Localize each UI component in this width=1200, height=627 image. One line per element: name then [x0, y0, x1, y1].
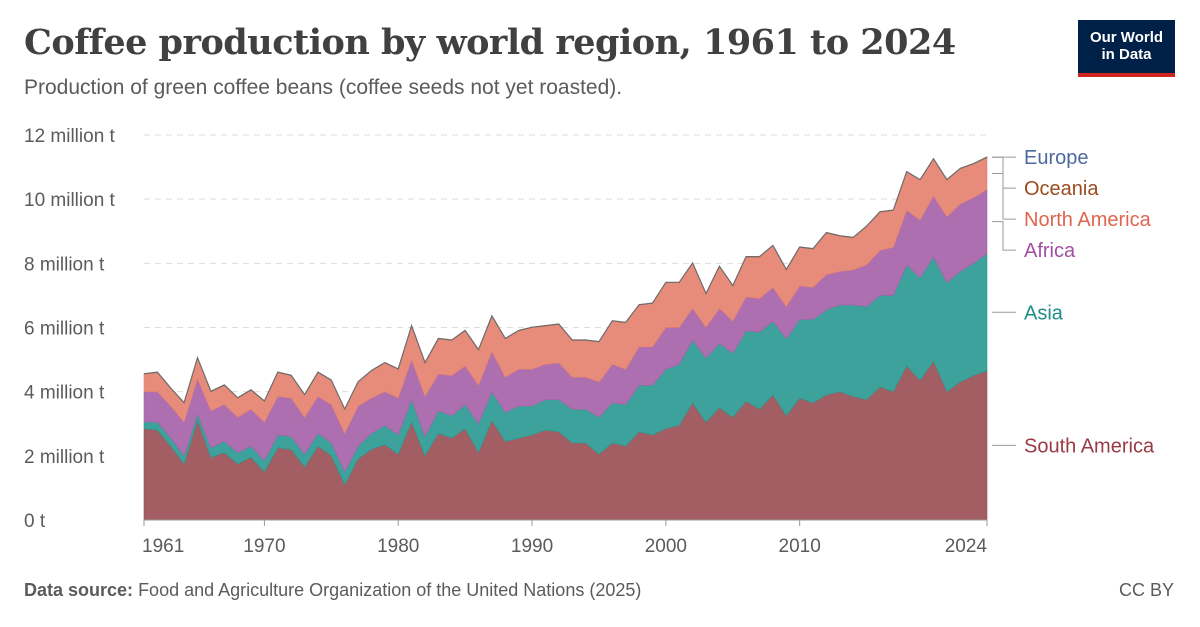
- x-tick-label: 1961: [142, 536, 184, 557]
- legend: Europe Oceania North America Africa Asia Sout…: [992, 147, 1155, 457]
- axes: 0 t 2 million t 4 million t 6 million t 8 mi…: [24, 126, 988, 557]
- logo-line-1: Our World: [1089, 29, 1164, 46]
- legend-label-europe[interactable]: Europe: [1024, 147, 1089, 169]
- total-outline: [143, 156, 988, 411]
- y-tick-label: 10 million t: [24, 190, 116, 211]
- legend-label-south-america[interactable]: South America: [1024, 435, 1155, 457]
- y-tick-label: 8 million t: [24, 254, 105, 275]
- legend-label-asia[interactable]: Asia: [1024, 302, 1064, 324]
- y-tick-label: 4 million t: [24, 383, 105, 404]
- x-tick-label: 2000: [645, 536, 687, 557]
- y-tick-label: 12 million t: [24, 126, 116, 147]
- y-tick-label: 2 million t: [24, 447, 105, 468]
- owid-logo[interactable]: Our World in Data: [1078, 20, 1175, 77]
- area-series-group: [143, 156, 988, 521]
- x-tick-label: 2024: [945, 536, 988, 557]
- legend-label-africa[interactable]: Africa: [1024, 240, 1076, 262]
- x-tick-label: 1980: [377, 536, 419, 557]
- legend-connector-north-america: [992, 173, 1016, 220]
- x-tick-label: 1970: [243, 536, 285, 557]
- chart-title: Coffee production by world region, 1961 …: [24, 22, 956, 63]
- legend-label-oceania[interactable]: Oceania: [1024, 178, 1099, 200]
- x-tick-label: 2010: [779, 536, 821, 557]
- chart-subtitle: Production of green coffee beans (coffee…: [24, 76, 623, 99]
- data-source-text[interactable]: Food and Agriculture Organization of the…: [138, 580, 642, 600]
- data-source-label: Data source:: [24, 580, 134, 600]
- y-tick-label: 0 t: [24, 511, 46, 532]
- y-tick-label: 6 million t: [24, 319, 105, 340]
- license-link[interactable]: CC BY: [1118, 580, 1174, 600]
- x-tick-label: 1990: [511, 536, 553, 557]
- legend-connector-oceania: [992, 156, 1016, 189]
- legend-label-north-america[interactable]: North America: [1024, 209, 1152, 231]
- data-source: Data source: Food and Agriculture Organi…: [24, 580, 641, 601]
- legend-connector-africa: [992, 221, 1016, 251]
- logo-line-2: in Data: [1101, 46, 1152, 63]
